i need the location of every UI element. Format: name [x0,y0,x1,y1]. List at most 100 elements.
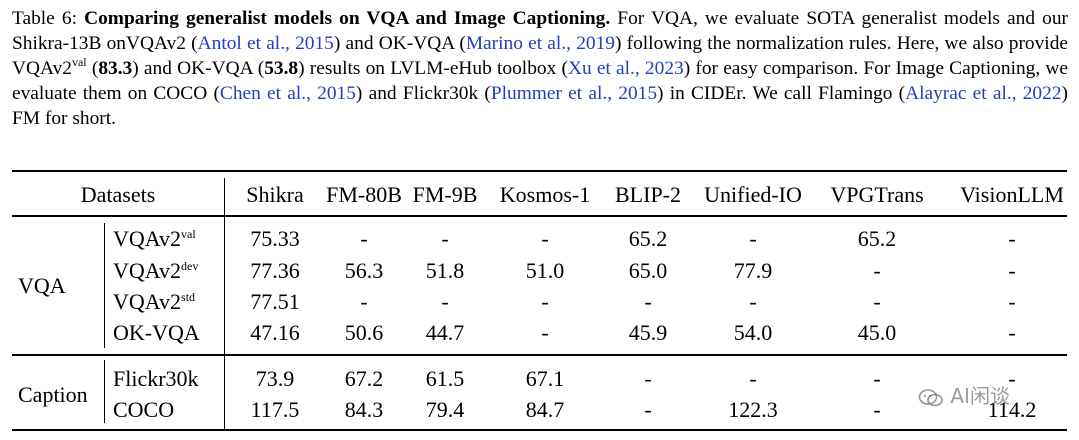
dataset-name-base: VQAv2 [113,289,182,314]
table-cell: 51.0 [525,258,565,283]
column-header: VPGTrans [830,182,924,207]
table-cell: - [1008,366,1016,391]
caption-text: ) for easy comparison. For Image Caption… [12,58,1069,104]
column-header: FM-9B [412,182,478,207]
table-cell: - [873,289,881,314]
dataset-name: VQAv2val [113,226,196,252]
table-cell: 65.2 [857,226,897,251]
header-rule [12,215,1067,217]
table-cell: - [873,397,881,422]
column-header: Shikra [246,182,304,207]
table-cell: 56.3 [344,258,384,283]
dataset-name-base: VQAv2 [113,258,182,283]
table-cell: 75.33 [250,226,300,251]
table-cell: - [1008,289,1016,314]
table-cell: - [644,366,652,391]
table-cell: 77.51 [250,289,300,314]
bottom-rule [12,429,1067,431]
citation-link[interactable]: Chen et al., 2015 [219,83,356,104]
group-divider-caption [104,360,106,423]
column-header: BLIP-2 [615,182,681,207]
caption-text: ) and Flickr30k ( [355,83,491,104]
table-cell: 67.1 [525,366,565,391]
column-header: Kosmos-1 [499,182,591,207]
table-cell: 65.2 [628,226,668,251]
top-rule [12,170,1067,172]
column-header: Unified-IO [704,182,802,207]
column-header: VisionLLM [960,182,1064,207]
table-cell: - [1008,226,1016,251]
citation-link[interactable]: Antol et al., 2015 [197,33,334,54]
table-cell: - [644,289,652,314]
group-rule [12,354,1067,356]
datasets-divider [224,178,226,429]
table-cell: - [1008,258,1016,283]
table-cell: - [749,226,757,251]
caption-text: ) FM for short. [12,83,1068,129]
table-cell: 61.5 [425,366,465,391]
table-cell: 44.7 [425,320,465,345]
dataset-split-superscript: std [181,290,196,304]
caption-text: ) results on LVLM-eHub toolbox ( [298,58,568,79]
caption-text: For VQA, we evaluate SOTA generalist mod… [12,8,1068,54]
caption-text: ) and OK-VQA ( [132,58,265,79]
citation-link[interactable]: Xu et al., 2023 [567,58,684,79]
bold-number: 53.8 [264,58,299,79]
table-cell: 117.5 [250,397,300,422]
dataset-name: Flickr30k [113,366,199,392]
dataset-name: COCO [113,397,174,423]
bold-number: 83.3 [98,58,133,79]
caption-text: ) following the normalization rules. Her… [12,33,1068,79]
dataset-name-base: Flickr30k [113,366,199,391]
caption-text: ) in CIDEr. We call Flamingo ( [657,83,906,104]
table-cell: 65.0 [628,258,668,283]
dataset-split-superscript: dev [181,259,199,273]
table-cell: 122.3 [728,397,778,422]
table-cell: 45.9 [628,320,668,345]
table-cell: 77.36 [250,258,300,283]
table-cell: - [749,366,757,391]
caption-text: ( [86,58,99,79]
table-cell: - [1008,320,1016,345]
table-cell: - [541,289,549,314]
dataset-name-base: VQAv2 [113,226,182,251]
table-cell: 84.7 [525,397,565,422]
group-divider-vqa [104,223,106,348]
table-cell: 45.0 [857,320,897,345]
caption-title: Comparing generalist models on VQA and I… [84,8,611,29]
superscript: val [71,55,87,69]
table-cell: - [749,289,757,314]
dataset-name: VQAv2dev [113,258,198,284]
group-label: VQA [18,273,66,298]
table-cell: - [360,289,368,314]
caption-label: Table 6: [12,8,77,29]
watermark-text: AI闲谈 [950,384,1010,408]
table-cell: 79.4 [425,397,465,422]
table-cell: 50.6 [344,320,384,345]
table-cell: - [360,226,368,251]
table-cell: 67.2 [344,366,384,391]
citation-link[interactable]: Marino et al., 2019 [465,33,615,54]
table-cell: - [541,320,549,345]
datasets-header: Datasets [80,182,156,207]
table-caption: Table 6: Comparing generalist models on … [12,6,1068,131]
results-table: Datasets Shikra FM-80B FM-9B Kosmos-1 BLIP-2… [12,170,1067,432]
table-cell: 47.16 [250,320,300,345]
caption-text: ) and OK-VQA ( [333,33,466,54]
table-cell: 73.9 [255,366,295,391]
watermark: AI闲谈 [918,380,1010,409]
citation-link[interactable]: Alayrac et al., 2022 [905,83,1062,104]
citation-link[interactable]: Plummer et al., 2015 [490,83,658,104]
group-label: Caption [18,381,88,407]
table-cell: - [873,258,881,283]
column-header: FM-80B [326,182,402,207]
dataset-name: VQAv2std [113,289,195,315]
table-cell: - [441,289,449,314]
table-cell: - [644,397,652,422]
dataset-name-base: COCO [113,397,175,422]
table-cell: 51.8 [425,258,465,283]
dataset-name-base: OK-VQA [113,320,200,345]
table-cell: 54.0 [733,320,773,345]
table-cell: - [541,226,549,251]
table-cell: 114.2 [987,397,1037,422]
